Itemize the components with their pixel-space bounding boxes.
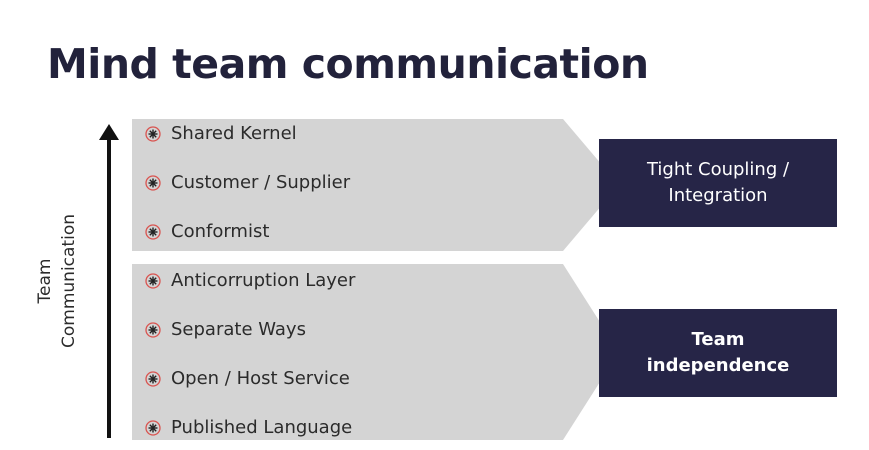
chevron-team-independence (132, 264, 619, 440)
list-item-label: Anticorruption Layer (171, 270, 356, 291)
starburst-bullet-icon (145, 272, 161, 289)
box-label-line-1: Team (691, 329, 745, 350)
team-independence-box: Team independence (599, 309, 837, 397)
box-label-line-2: Integration (668, 185, 768, 206)
list-item-label: Separate Ways (171, 319, 306, 340)
starburst-bullet-icon (145, 370, 161, 387)
list-item-label: Customer / Supplier (171, 172, 351, 193)
tight-coupling-box: Tight Coupling / Integration (599, 139, 837, 227)
list-item: Conformist (145, 221, 269, 242)
list-item: Published Language (145, 417, 352, 438)
axis-label-team-communication: Team Communication (33, 181, 83, 381)
list-item-label: Published Language (171, 417, 353, 438)
starburst-bullet-icon (145, 321, 161, 338)
list-item-label: Shared Kernel (171, 123, 297, 144)
box-label-line-1: Tight Coupling / (646, 159, 790, 180)
up-arrow-icon (99, 124, 119, 438)
axis-label-line-1: Team (35, 258, 55, 304)
list-item: Customer / Supplier (145, 172, 350, 193)
list-item: Separate Ways (145, 319, 306, 340)
axis-label-line-2: Communication (59, 214, 79, 348)
list-item-label: Conformist (171, 221, 270, 242)
starburst-bullet-icon (145, 125, 161, 142)
starburst-bullet-icon (145, 223, 161, 240)
list-item: Open / Host Service (145, 368, 350, 389)
starburst-bullet-icon (145, 174, 161, 191)
list-item-label: Open / Host Service (171, 368, 350, 389)
chevron-tight-coupling (132, 119, 619, 251)
box-label-line-2: independence (646, 355, 790, 376)
page-title: Mind team communication (47, 40, 649, 88)
list-item: Anticorruption Layer (145, 270, 355, 291)
list-item: Shared Kernel (145, 123, 297, 144)
starburst-bullet-icon (145, 419, 161, 436)
